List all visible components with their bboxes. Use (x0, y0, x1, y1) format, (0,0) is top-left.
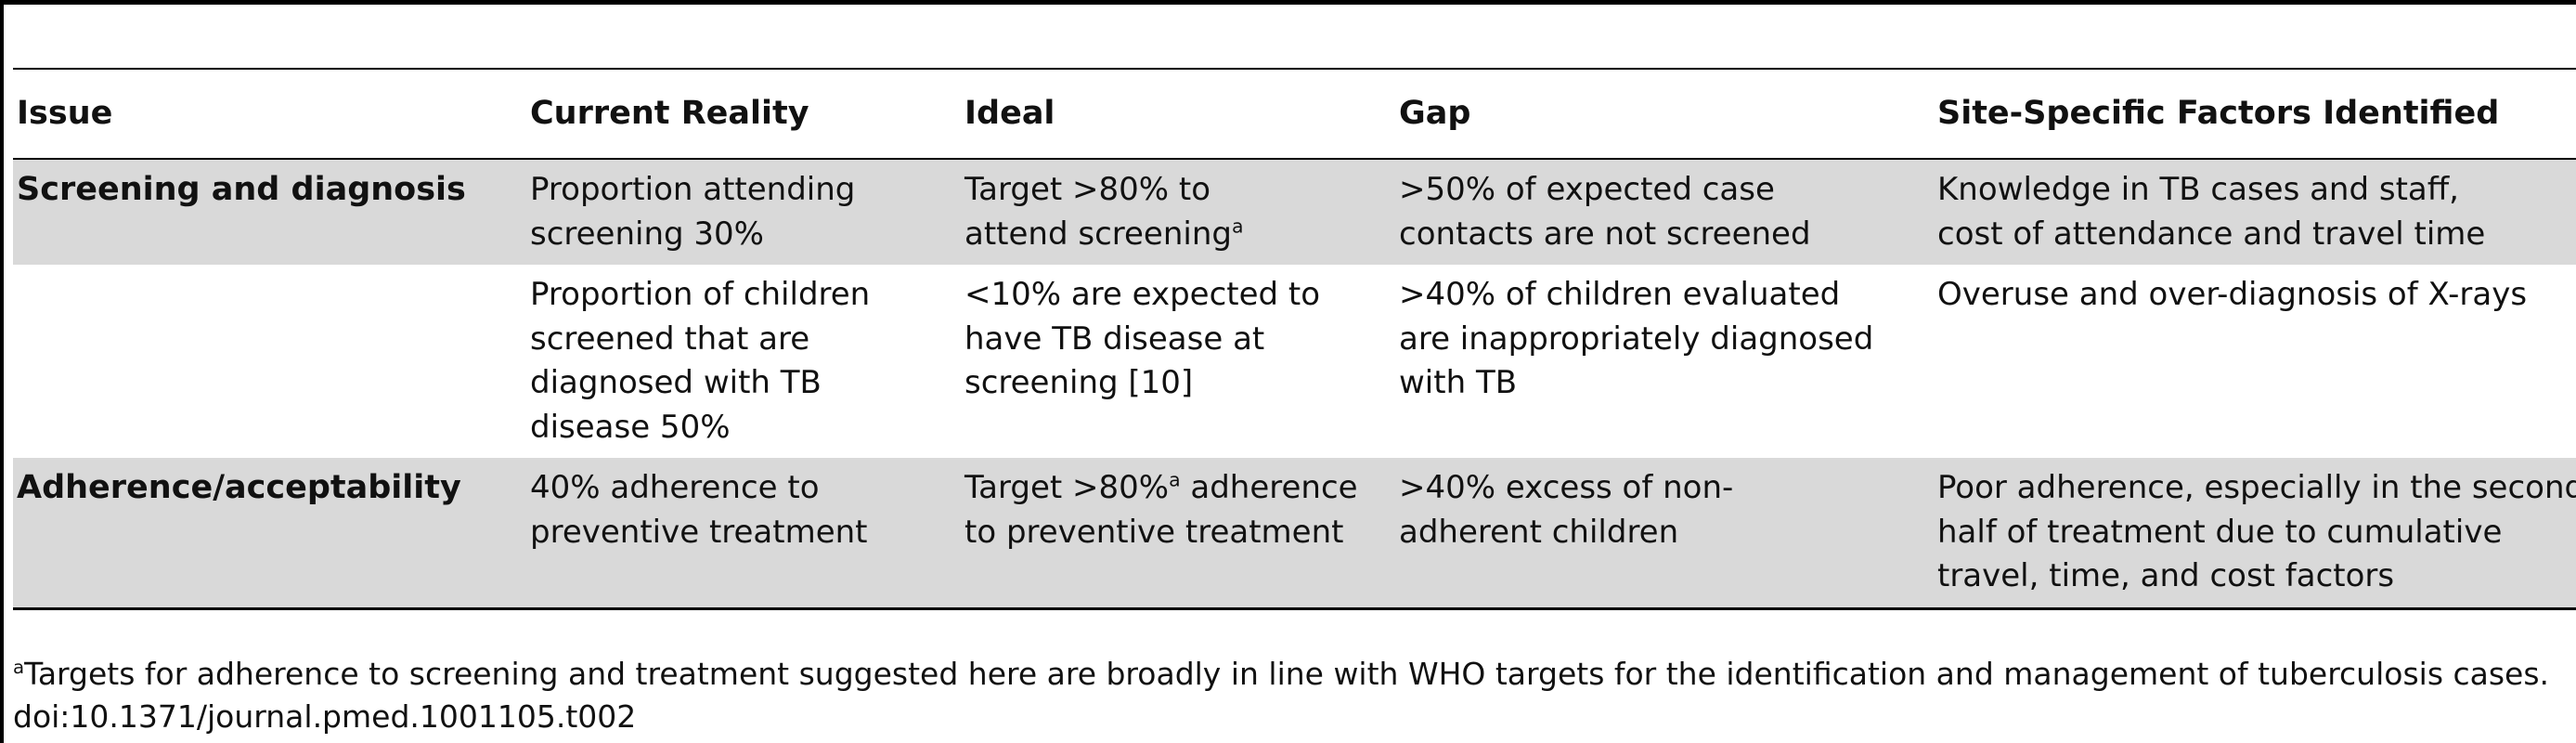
top-rule (0, 0, 2576, 5)
cell-line: Proportion attending (530, 171, 856, 208)
header-site-specific-factors: Site-Specific Factors Identified (1934, 68, 2576, 160)
cell-ideal: <10% are expected to have TB disease at … (961, 265, 1395, 458)
cell-site-factors: Knowledge in TB cases and staff, cost of… (1934, 159, 2576, 265)
cell-gap: >40% excess of non- adherent children (1395, 458, 1934, 610)
header-row: Issue Current Reality Ideal Gap Site-Spe… (13, 68, 2576, 160)
cell-line: preventive treatment (530, 513, 868, 551)
table-footnote: aTargets for adherence to screening and … (13, 653, 2576, 738)
header-gap: Gap (1395, 68, 1934, 160)
header-current-reality: Current Reality (526, 68, 961, 160)
footnote-text: Targets for adherence to screening and t… (24, 656, 2550, 692)
cell-current-reality: Proportion attending screening 30% (526, 159, 961, 265)
cell-line: to preventive treatment (964, 513, 1344, 551)
header-ideal: Ideal (961, 68, 1395, 160)
table-container: Issue Current Reality Ideal Gap Site-Spe… (13, 68, 2576, 610)
cell-site-factors: Poor adherence, especially in the second… (1934, 458, 2576, 610)
cell-line: screening 30% (530, 215, 764, 253)
cell-line: disease 50% (530, 408, 731, 446)
left-border-bar (0, 0, 4, 743)
cell-text: attend screening (964, 215, 1232, 253)
cell-line: with TB (1399, 364, 1518, 401)
footnote-marker: a (1169, 468, 1181, 491)
cell-line: diagnosed with TB (530, 364, 822, 401)
cell-line: Target >80%a adherence (964, 466, 1386, 511)
cell-site-factors: Overuse and over-diagnosis of X-rays (1934, 265, 2576, 458)
cell-text: Target >80% (964, 469, 1170, 506)
cell-line: attend screeninga (964, 213, 1386, 257)
cell-line: Target >80% to (964, 171, 1210, 208)
cell-line: screening [10] (964, 364, 1194, 401)
cell-line: screened that are (530, 319, 810, 358)
cell-current-reality: 40% adherence to preventive treatment (526, 458, 961, 610)
cell-line: 40% adherence to (530, 469, 820, 506)
cell-line: Proportion of children (530, 276, 871, 313)
table-row: Adherence/acceptability 40% adherence to… (13, 458, 2576, 610)
cell-line: have TB disease at (964, 319, 1265, 358)
header-issue: Issue (13, 68, 526, 160)
row-issue: Screening and diagnosis (13, 159, 526, 265)
cell-line: Knowledge in TB cases and staff, (1937, 171, 2459, 208)
cell-line: Poor adherence, especially in the second (1937, 469, 2576, 506)
cell-text: adherence (1180, 469, 1358, 506)
table-row: Screening and diagnosis Proportion atten… (13, 159, 2576, 265)
cell-ideal: Target >80%a adherence to preventive tre… (961, 458, 1395, 610)
cell-line: contacts are not screened (1399, 215, 1811, 253)
cell-line: cost of attendance and travel time (1937, 215, 2486, 253)
cell-line: travel, time, and cost factors (1937, 557, 2395, 594)
cell-line: >40% of children evaluated (1399, 276, 1841, 313)
cell-line: half of treatment due to cumulative (1937, 513, 2503, 551)
footnote-marker: a (13, 657, 25, 678)
cell-line: >50% of expected case (1399, 171, 1775, 208)
table-row: Proportion of children screened that are… (13, 265, 2576, 458)
footnote-marker: a (1231, 215, 1244, 238)
cell-ideal: Target >80% to attend screeninga (961, 159, 1395, 265)
cell-line: are inappropriately diagnosed (1399, 319, 1874, 358)
row-issue: Adherence/acceptability (13, 458, 526, 610)
cell-current-reality: Proportion of children screened that are… (526, 265, 961, 458)
data-table: Issue Current Reality Ideal Gap Site-Spe… (13, 68, 2576, 610)
cell-gap: >50% of expected case contacts are not s… (1395, 159, 1934, 265)
doi-text: doi:10.1371/journal.pmed.1001105.t002 (13, 698, 637, 735)
cell-line: <10% are expected to (964, 276, 1321, 313)
footnote-line: aTargets for adherence to screening and … (13, 653, 2576, 696)
row-issue (13, 265, 526, 458)
cell-line: adherent children (1399, 513, 1679, 551)
cell-gap: >40% of children evaluated are inappropr… (1395, 265, 1934, 458)
cell-line: Overuse and over-diagnosis of X-rays (1937, 276, 2528, 313)
cell-line: >40% excess of non- (1399, 469, 1734, 506)
